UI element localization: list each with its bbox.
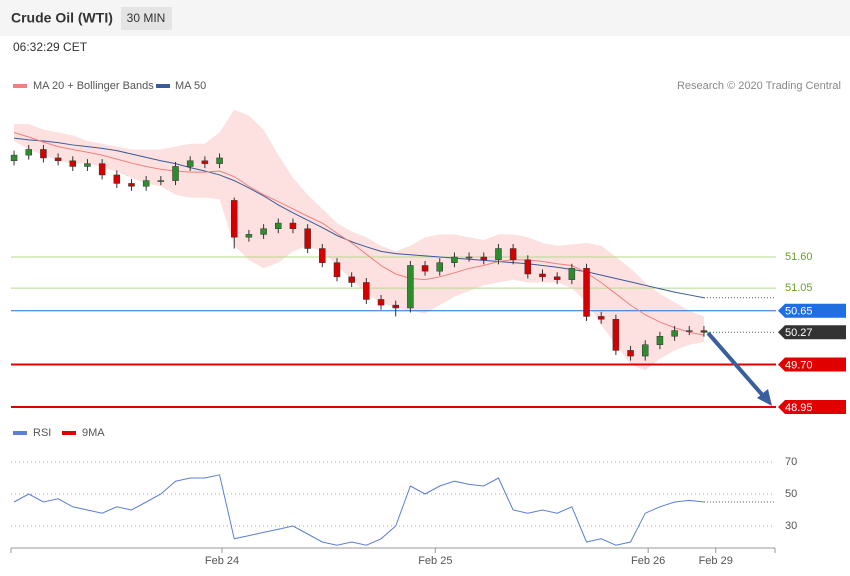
legend-swatch [13, 431, 27, 435]
candle-body [172, 166, 179, 181]
rsi-tick-label: 70 [785, 456, 797, 468]
x-tick-label: Feb 29 [699, 555, 733, 567]
candle-body [627, 350, 634, 357]
x-tick-label: Feb 24 [205, 555, 239, 567]
candle-body [84, 163, 91, 167]
candle-body [10, 154, 18, 162]
level-tag [778, 357, 846, 372]
level-label: 48.95 [785, 402, 813, 414]
level-label: 50.27 [785, 327, 813, 339]
candle-body [157, 180, 165, 182]
candle-body [539, 273, 546, 278]
candle-body [113, 174, 121, 184]
candle-body [583, 268, 590, 317]
candle-body [260, 228, 267, 235]
candle-body [304, 228, 311, 249]
candle-body [245, 234, 253, 238]
bollinger-band [14, 109, 704, 371]
candle-body [436, 262, 443, 272]
legend-label: RSI [33, 427, 51, 439]
candle-body [69, 160, 77, 167]
forecast-arrow [706, 331, 767, 400]
candle-body [216, 157, 223, 164]
chart-title: Crude Oil (WTI) [11, 10, 113, 26]
candle-body [612, 319, 620, 351]
candle-body [363, 282, 370, 300]
candle-body [98, 163, 106, 176]
level-label: 50.65 [785, 306, 813, 318]
candle-body [686, 330, 693, 332]
rsi-tick-label: 50 [785, 488, 797, 500]
candle-body [553, 276, 561, 280]
candle-body [25, 149, 32, 156]
candle-body [451, 256, 458, 263]
candle-body [275, 222, 282, 229]
candle-body [407, 265, 414, 309]
candle-body [348, 276, 355, 283]
x-tick-label: Feb 26 [631, 555, 665, 567]
candle-body [480, 256, 488, 261]
candle-body [509, 248, 517, 261]
x-tick-label: Feb 25 [418, 555, 452, 567]
candle-body [392, 304, 399, 309]
candle-body [377, 299, 385, 306]
level-tag [778, 325, 846, 340]
rsi-line [13, 474, 705, 546]
legend-label: MA 20 + Bollinger Bands [33, 80, 154, 92]
legend-label: 9MA [82, 427, 105, 439]
candle-body [319, 248, 326, 263]
candle-body [656, 335, 664, 345]
candle-body [495, 248, 502, 261]
candle-body [671, 330, 678, 337]
candle-body [524, 259, 532, 275]
candle-body [40, 149, 47, 159]
candle-body [230, 200, 238, 238]
candle-body [700, 330, 708, 333]
candle-body [641, 344, 649, 357]
candle-body [597, 316, 605, 320]
candle-body [142, 180, 150, 187]
candle-body [289, 222, 297, 229]
credit: Research © 2020 Trading Central [677, 80, 841, 92]
forecast-arrowhead [757, 389, 772, 406]
rsi-tick-label: 30 [785, 520, 797, 532]
level-tag [778, 303, 846, 318]
candle-body [465, 256, 473, 259]
level-tag [778, 400, 846, 415]
candle-body [421, 265, 429, 272]
candle-body [186, 160, 194, 167]
timeframe[interactable]: 30 MIN [127, 11, 166, 25]
time: 06:32:29 CET [13, 40, 88, 54]
timeframe-button[interactable] [121, 7, 172, 30]
legend-label: MA 50 [175, 80, 206, 92]
candle-body [201, 160, 209, 164]
candle-body [128, 183, 135, 187]
legend-swatch [62, 431, 76, 435]
candle-body [333, 262, 341, 278]
legend-swatch [156, 84, 170, 88]
level-label: 49.70 [785, 359, 813, 371]
candle-body [54, 157, 62, 162]
legend-swatch [13, 84, 27, 88]
candle-body [568, 268, 576, 280]
level-label: 51.05 [785, 282, 813, 294]
level-label: 51.60 [785, 251, 813, 263]
